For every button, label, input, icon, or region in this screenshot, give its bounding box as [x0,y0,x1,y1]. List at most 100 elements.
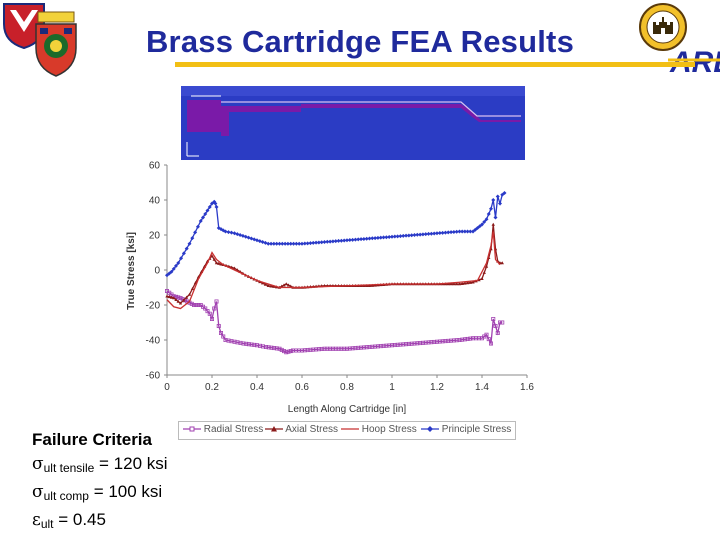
data-point [192,302,197,307]
data-point [229,230,234,235]
data-point [443,230,448,235]
data-point [446,230,451,235]
chart-legend: Radial Stress Axial Stress Hoop Stress P… [178,421,516,440]
data-point [203,212,208,216]
data-point [495,330,500,335]
data-point [216,323,221,328]
failure-criteria: Failure Criteria σult tensile = 120 ksi … [32,428,168,536]
data-point [219,262,223,266]
data-point [339,238,344,243]
legend-label: Principle Stress [439,424,512,435]
data-point [176,295,181,300]
data-point [203,306,208,311]
data-point [457,282,462,286]
data-point [328,239,333,244]
data-point [373,236,378,241]
series-hoop-stress [166,231,501,310]
data-point [178,295,183,300]
data-point [460,229,465,234]
data-point [449,230,454,235]
data-point [415,232,420,237]
data-point [246,342,251,347]
y-tick-label: -20 [146,301,161,312]
x-tick-label: 0.8 [340,382,354,393]
data-point [198,219,203,223]
data-point [190,286,195,290]
data-point [308,241,313,246]
data-point [277,346,282,351]
data-point [176,261,181,265]
data-point [401,233,406,238]
data-point [205,208,210,213]
data-point [486,337,491,342]
data-point [361,236,366,241]
data-point [201,215,205,220]
data-point [451,229,456,234]
data-point [484,217,489,222]
x-tick-label: 1.4 [475,382,489,393]
data-point [214,299,219,304]
data-point [266,345,271,350]
data-point [279,347,284,352]
data-point [420,232,425,237]
data-point [244,341,249,346]
y-tick-label: 0 [154,266,160,277]
data-point [187,292,192,296]
legend-swatch [341,428,359,430]
data-point [480,276,484,281]
fea-model-image [181,86,525,160]
data-point [311,240,316,245]
data-point [181,298,186,302]
data-point [316,240,321,245]
data-point [282,283,286,287]
data-point [281,349,286,354]
chart-axes [166,165,527,376]
data-point [194,302,199,307]
data-point [465,336,470,341]
data-point [440,230,445,235]
x-tick-label: 0.2 [205,382,219,393]
x-tick-label: 0 [164,382,170,393]
comp-value: = 100 ksi [88,482,163,501]
data-point [345,238,349,243]
data-point [498,201,502,206]
data-point [418,232,423,237]
y-tick-label: 60 [149,161,161,172]
data-point [491,222,495,226]
criteria-tensile: σult tensile = 120 ksi [32,452,168,480]
data-point [452,282,456,286]
data-point [502,191,507,195]
data-point [484,332,489,337]
data-point [347,238,352,243]
data-point [460,281,464,285]
data-point [468,280,472,284]
data-point [353,237,358,242]
data-point [207,205,212,209]
data-point [426,231,431,236]
data-point [454,282,459,286]
sigma-symbol: σ [32,482,44,502]
tensile-value: = 120 ksi [94,454,168,473]
legend-item: Radial Stress [183,424,263,435]
legend-item: Hoop Stress [341,424,417,435]
x-tick-label: 0.4 [250,382,264,393]
data-point [169,295,174,299]
legend-swatch [265,426,283,432]
data-point [266,283,270,288]
data-point [457,337,462,342]
data-point [269,284,273,288]
title-underline [175,62,695,67]
data-point [457,229,462,234]
legend-swatch [421,426,439,433]
criteria-heading: Failure Criteria [32,430,152,449]
data-point [174,263,178,268]
data-point [205,309,210,314]
strain-subscript: ult [40,517,54,531]
data-point [333,239,338,244]
ticks-layer: 0 0.2 0.4 0.6 0.8 1 1.2 1.4 1.6 60 40 20 0 -20 -40 -60 [146,161,535,394]
sigma-symbol: σ [32,454,44,474]
data-point [277,241,282,246]
y-tick-label: -60 [146,371,161,382]
data-point [213,201,218,206]
data-point [356,237,361,242]
